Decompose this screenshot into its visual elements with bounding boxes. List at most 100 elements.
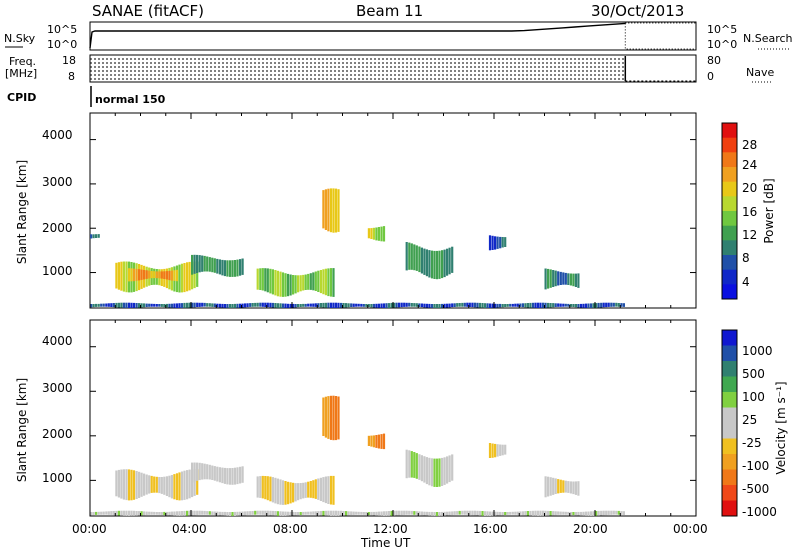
data-cell bbox=[438, 250, 441, 279]
data-cell bbox=[276, 270, 279, 297]
data-cell bbox=[132, 268, 136, 282]
data-cell bbox=[281, 272, 285, 297]
data-cell bbox=[233, 303, 237, 308]
data-cell bbox=[226, 468, 229, 485]
data-cell bbox=[264, 510, 267, 515]
data-cell bbox=[165, 476, 168, 496]
data-cell bbox=[211, 465, 214, 480]
data-cell bbox=[327, 476, 330, 504]
data-cell bbox=[367, 435, 370, 446]
data-cell bbox=[355, 511, 358, 515]
data-cell bbox=[577, 273, 580, 288]
date-label: 30/Oct/2013 bbox=[591, 2, 685, 20]
data-cell bbox=[115, 262, 118, 289]
data-cell bbox=[587, 511, 590, 516]
data-cell bbox=[367, 228, 370, 239]
data-cell bbox=[239, 259, 242, 276]
data-cell bbox=[544, 268, 547, 290]
data-cell bbox=[150, 511, 153, 515]
data-cell bbox=[448, 511, 451, 516]
data-cell bbox=[175, 269, 179, 282]
data-cell bbox=[160, 512, 163, 515]
data-cell bbox=[405, 302, 408, 307]
data-cell bbox=[150, 303, 153, 307]
data-cell bbox=[206, 511, 209, 515]
data-cell bbox=[494, 236, 497, 250]
data-cell bbox=[153, 476, 156, 493]
data-cell bbox=[557, 479, 560, 494]
data-cell bbox=[153, 511, 156, 515]
data-cell bbox=[170, 511, 173, 516]
xtick: 20:00 bbox=[573, 522, 608, 536]
data-cell bbox=[514, 303, 517, 307]
data-cell bbox=[168, 303, 171, 308]
data-cell bbox=[382, 303, 386, 308]
data-cell bbox=[385, 303, 388, 308]
data-cell bbox=[236, 259, 239, 277]
data-cell bbox=[218, 259, 221, 275]
data-cell bbox=[544, 476, 547, 498]
data-cell bbox=[276, 511, 279, 516]
colorbar-swatch bbox=[722, 454, 737, 470]
data-cell bbox=[488, 235, 492, 251]
data-cell bbox=[486, 511, 489, 516]
data-cell bbox=[223, 467, 226, 484]
data-cell bbox=[216, 258, 219, 274]
data-cell bbox=[183, 302, 186, 308]
data-cell bbox=[92, 304, 95, 308]
data-cell bbox=[516, 303, 519, 307]
data-cell bbox=[433, 458, 436, 487]
data-cell bbox=[312, 272, 315, 291]
data-cell bbox=[547, 268, 550, 289]
data-cell bbox=[403, 510, 406, 515]
xaxis-title: Time UT bbox=[361, 536, 411, 550]
colorbar-swatch bbox=[722, 438, 737, 455]
data-cell bbox=[155, 304, 158, 307]
data-cell bbox=[544, 302, 547, 308]
radar-title: SANAE (fitACF) bbox=[92, 2, 204, 20]
data-cell bbox=[504, 444, 507, 455]
data-cell bbox=[483, 511, 487, 516]
data-cell bbox=[297, 304, 300, 308]
data-cell bbox=[342, 511, 345, 516]
colorbar-swatch bbox=[722, 485, 737, 501]
data-cell bbox=[365, 512, 368, 515]
data-cell bbox=[201, 302, 204, 307]
data-cell bbox=[226, 304, 229, 308]
data-cell bbox=[100, 303, 103, 307]
data-cell bbox=[418, 246, 421, 273]
data-cell bbox=[168, 475, 171, 498]
data-cell bbox=[567, 303, 570, 307]
data-cell bbox=[228, 468, 232, 485]
colorbar-swatch bbox=[722, 225, 737, 241]
data-cell bbox=[458, 303, 461, 307]
data-cell bbox=[400, 510, 403, 516]
cpid-value: normal 150 bbox=[95, 93, 166, 106]
data-cell bbox=[90, 512, 93, 516]
data-cell bbox=[456, 511, 459, 515]
data-cell bbox=[130, 510, 133, 516]
data-cell bbox=[269, 510, 272, 516]
data-cell bbox=[582, 303, 585, 308]
data-cell bbox=[138, 303, 141, 308]
data-cell bbox=[572, 273, 575, 287]
data-cell bbox=[524, 511, 527, 516]
data-cell bbox=[509, 303, 512, 307]
data-cell bbox=[324, 189, 327, 230]
data-cell bbox=[188, 302, 191, 308]
data-cell bbox=[322, 190, 325, 229]
data-cell bbox=[615, 510, 618, 515]
data-cell bbox=[375, 303, 378, 308]
data-cell bbox=[314, 271, 317, 291]
data-cell bbox=[567, 511, 570, 515]
data-cell bbox=[251, 511, 254, 515]
data-cell bbox=[413, 303, 416, 307]
colorbar-swatch bbox=[722, 392, 737, 408]
data-cell bbox=[102, 303, 105, 307]
colorbar-swatch bbox=[722, 376, 737, 393]
data-cell bbox=[196, 254, 199, 273]
power-cbar-tick: 4 bbox=[742, 275, 750, 289]
data-cell bbox=[332, 268, 335, 297]
data-cell bbox=[155, 512, 158, 515]
data-cell bbox=[143, 270, 146, 280]
